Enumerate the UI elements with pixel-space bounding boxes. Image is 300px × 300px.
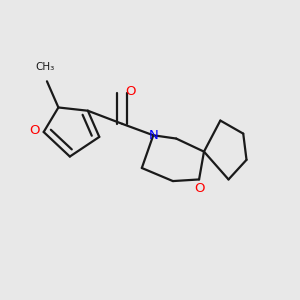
- Text: O: O: [29, 124, 40, 137]
- Text: O: O: [194, 182, 204, 195]
- Text: O: O: [125, 85, 136, 98]
- Text: CH₃: CH₃: [36, 62, 55, 72]
- Text: N: N: [148, 129, 158, 142]
